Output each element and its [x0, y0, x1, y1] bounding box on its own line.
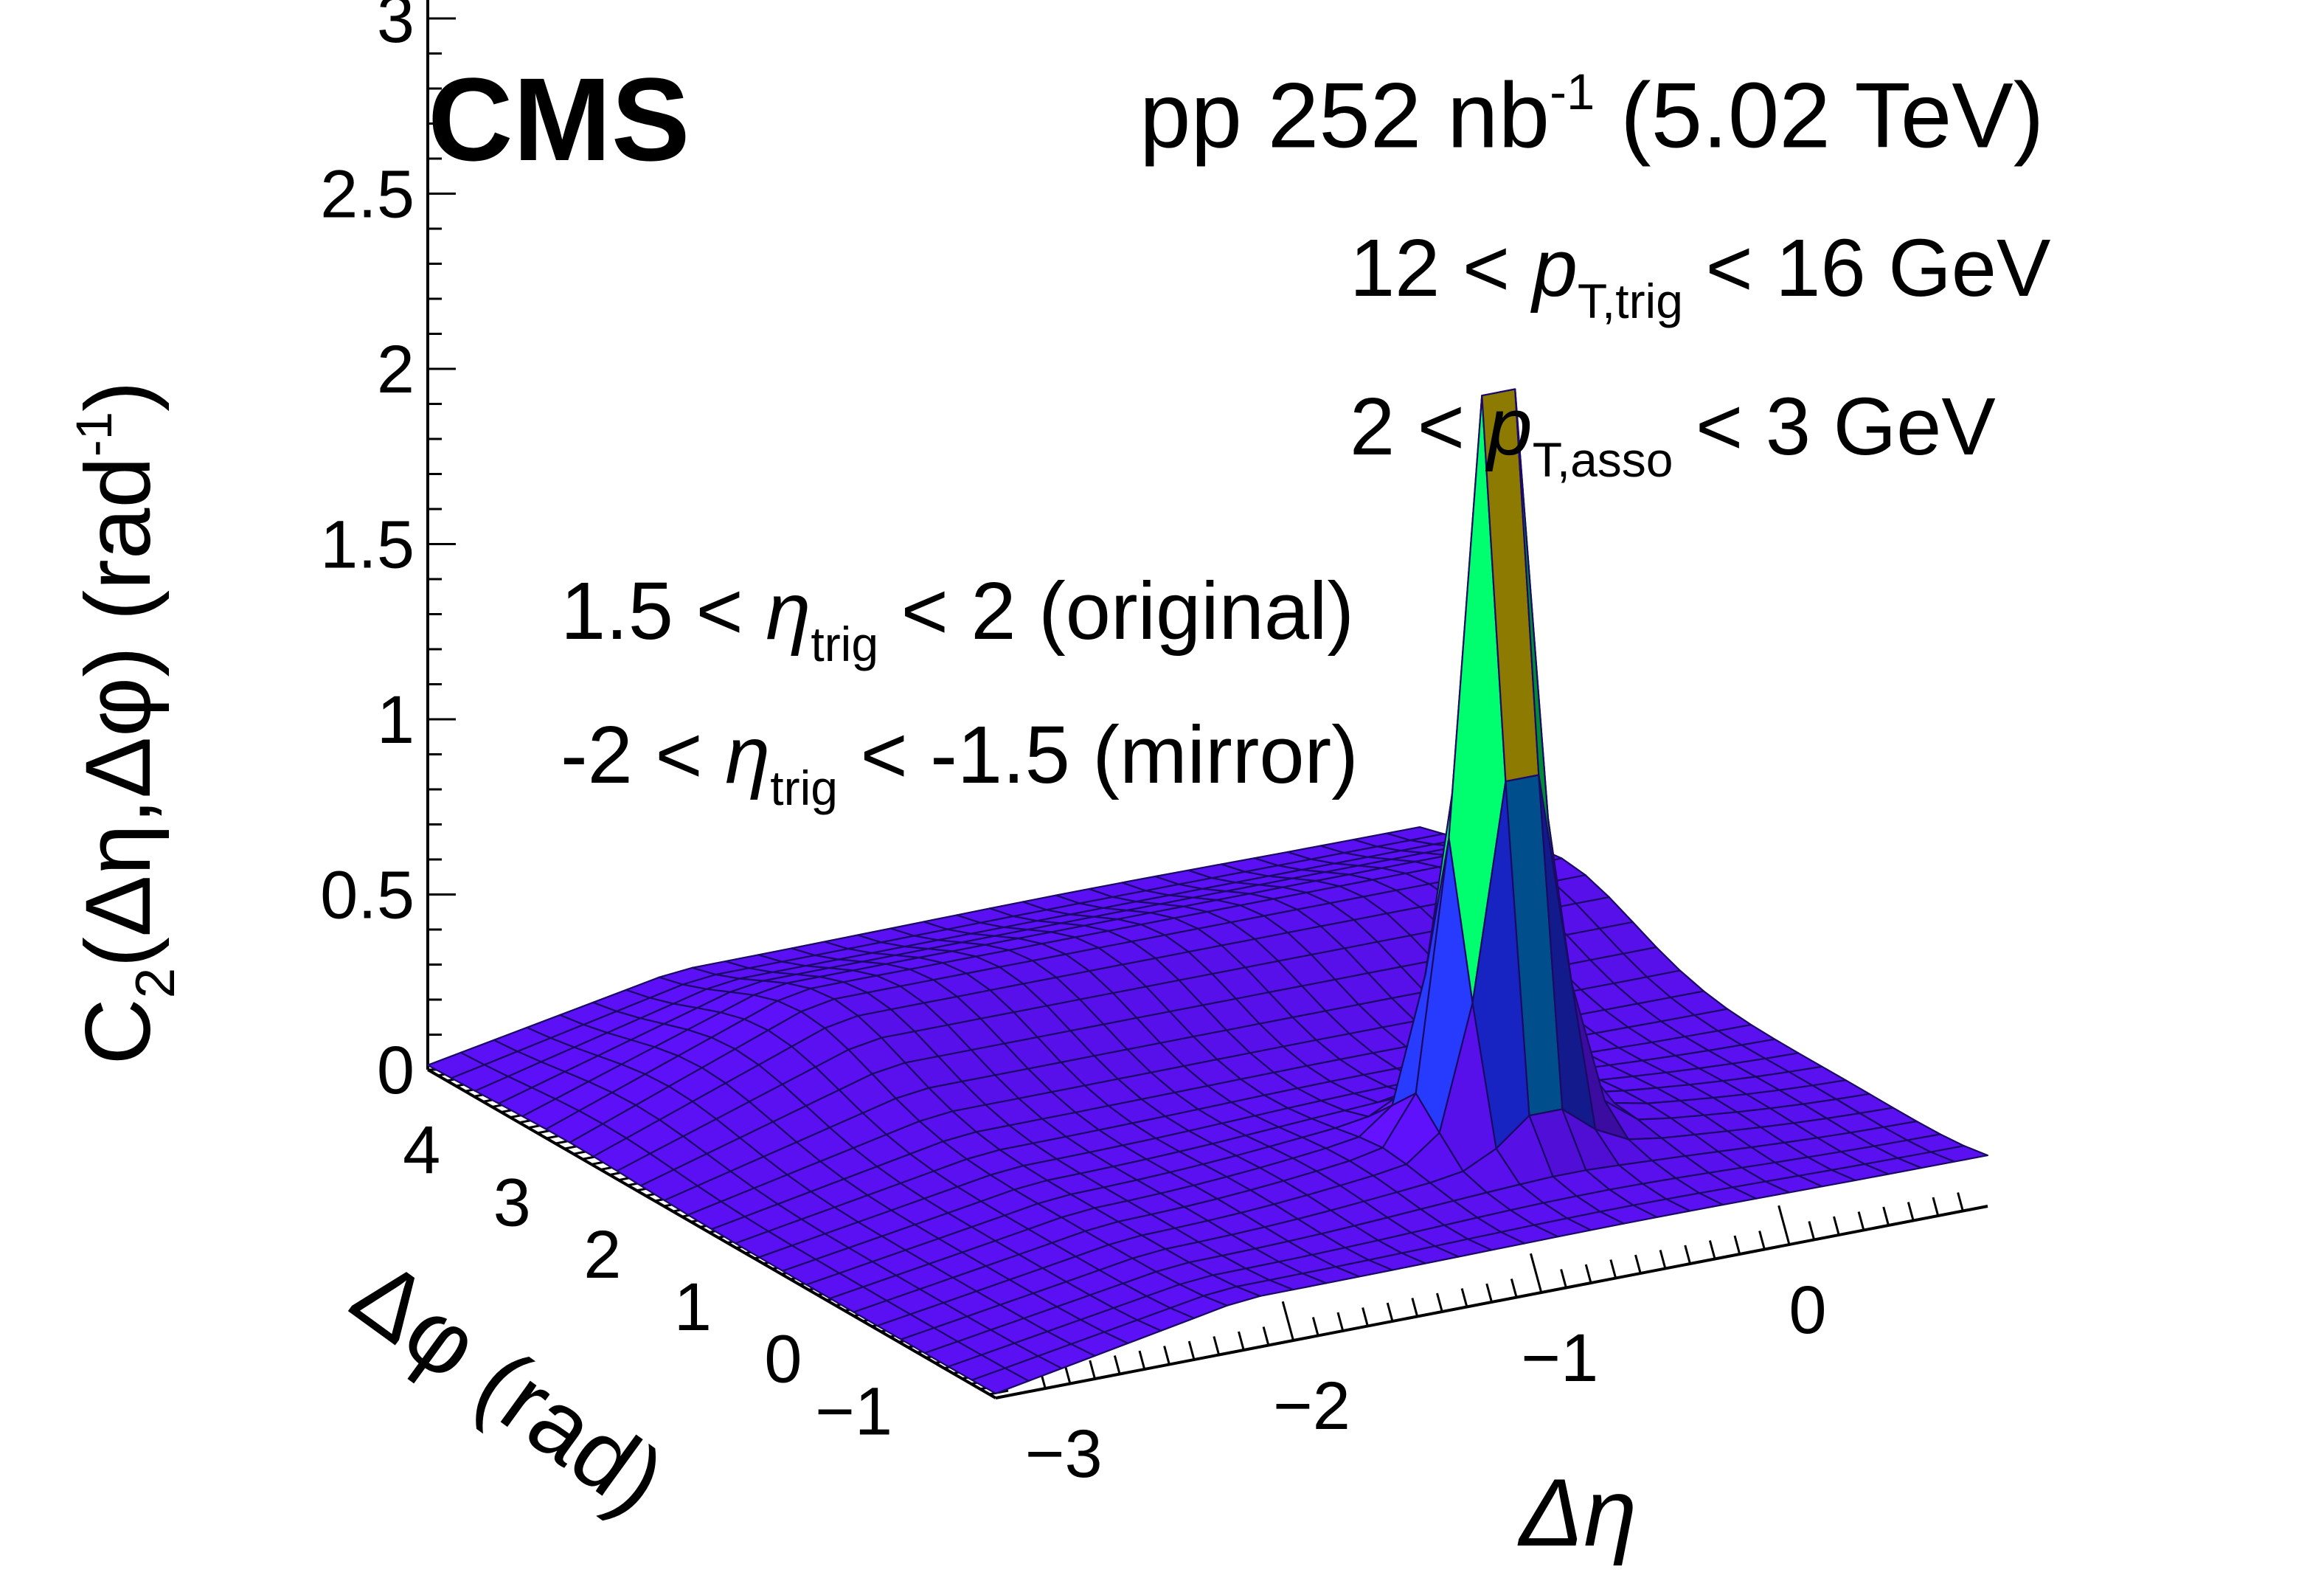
x-axis-title: Δη [1519, 1458, 1637, 1566]
z-tick-label: 3 [377, 0, 414, 57]
x-tick-label: 0 [1789, 1273, 1826, 1348]
x-minor-tick [1336, 1312, 1345, 1332]
x-minor-tick [1436, 1292, 1443, 1312]
x-minor-tick [1708, 1240, 1716, 1259]
pt-asso-cut: 2 < pT,asso < 3 GeV [1350, 381, 1996, 487]
x-minor-tick [1138, 1350, 1146, 1370]
x-minor-tick [1684, 1245, 1691, 1264]
x-minor-tick [1808, 1221, 1816, 1240]
y-tick-label: 1 [674, 1270, 712, 1345]
x-minor-tick [1758, 1231, 1766, 1250]
y-tick-label: 0 [764, 1322, 802, 1397]
x-tick-label: −3 [1025, 1416, 1103, 1492]
x-minor-tick [1163, 1346, 1170, 1365]
x-minor-tick [1262, 1326, 1270, 1346]
eta-trig-mirror: -2 < ηtrig < -1.5 (mirror) [561, 710, 1359, 815]
z-tick-label: 1.5 [320, 508, 414, 583]
x-minor-tick [1833, 1216, 1840, 1236]
x-minor-tick [1213, 1336, 1221, 1355]
x-minor-tick [1659, 1250, 1667, 1269]
x-minor-tick [1187, 1340, 1196, 1360]
x-minor-tick [1882, 1206, 1890, 1226]
x-minor-tick [1362, 1307, 1369, 1326]
x-minor-tick [1238, 1331, 1245, 1351]
x-minor-tick [1907, 1202, 1915, 1221]
x-minor-tick [1386, 1302, 1394, 1322]
x-minor-tick [1510, 1278, 1518, 1298]
z-tick-label: 2.5 [320, 157, 414, 232]
lumi-prefix: pp 252 nb [1140, 64, 1550, 167]
x-minor-tick [1932, 1197, 1940, 1217]
x-minor-tick [1733, 1235, 1741, 1255]
collision-energy: (5.02 TeV) [1620, 64, 2044, 167]
x-tick-label: −1 [1521, 1321, 1598, 1396]
z-tick-label: 2 [377, 332, 414, 407]
x-minor-tick [1460, 1288, 1468, 1307]
eta-trig-original: 1.5 < ηtrig < 2 (original) [561, 566, 1355, 671]
y-tick-label: −1 [815, 1374, 892, 1450]
luminosity-label: pp 252 nb-1 (5.02 TeV) [1140, 63, 2044, 169]
surface-cell [1930, 1145, 1989, 1163]
pt-trig-cut: 12 < pT,trig < 16 GeV [1350, 223, 2051, 328]
x-major-tick [1281, 1301, 1294, 1341]
x-minor-tick [1957, 1192, 1964, 1211]
y-tick-label: 2 [583, 1217, 621, 1292]
y-tick-label: 4 [403, 1112, 440, 1188]
x-minor-tick [1311, 1317, 1319, 1336]
x-minor-tick [1089, 1360, 1096, 1380]
x-minor-tick [1485, 1283, 1493, 1303]
x-minor-tick [1634, 1254, 1642, 1274]
z-tick-label: 0 [377, 1033, 414, 1108]
y-axis-line [426, 1068, 997, 1399]
x-major-tick [1777, 1205, 1791, 1245]
x-minor-tick [1064, 1365, 1072, 1384]
x-minor-tick [1584, 1264, 1592, 1284]
x-minor-tick [1113, 1355, 1121, 1374]
experiment-label: CMS [428, 53, 690, 185]
x-minor-tick [1609, 1259, 1617, 1278]
y-tick-label: 3 [493, 1165, 531, 1240]
lumi-exponent: -1 [1550, 63, 1595, 120]
z-axis-title: C2(Δη,Δφ) (rad-1) [66, 381, 187, 1065]
x-minor-tick [1411, 1298, 1419, 1317]
x-minor-tick [1560, 1269, 1567, 1288]
x-major-tick [1530, 1253, 1543, 1293]
x-minor-tick [1857, 1211, 1865, 1231]
z-tick-label: 0.5 [320, 858, 414, 933]
z-tick-label: 1 [377, 682, 414, 758]
x-tick-label: −2 [1273, 1368, 1350, 1444]
